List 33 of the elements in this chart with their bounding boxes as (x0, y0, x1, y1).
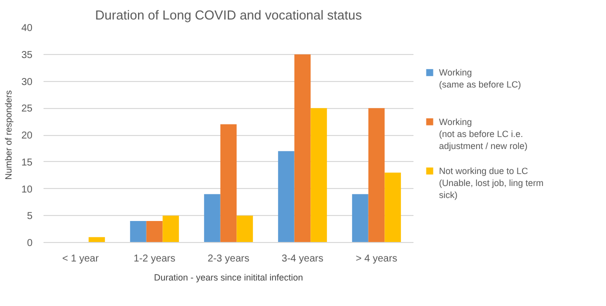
x-axis-title: Duration - years since initital infection (154, 272, 304, 282)
bar (278, 151, 294, 242)
y-axis-title: Number of responders (3, 90, 14, 180)
legend-label: Not working due to LC (Unable, lost job, ling term sick) (439, 166, 544, 200)
bar (162, 216, 179, 242)
x-tick-label: 2-3 years (208, 254, 250, 264)
bar (352, 194, 368, 242)
x-tick-label: < 1 year (62, 254, 100, 264)
y-tick-label: 10 (21, 184, 33, 196)
bar (236, 216, 253, 242)
y-tick-label: 20 (21, 130, 33, 142)
bar (368, 108, 385, 242)
x-tick-label: > 4 years (356, 254, 398, 264)
bar (88, 237, 105, 242)
y-tick-label: 30 (21, 76, 33, 88)
chart-title: Duration of Long COVID and vocational status (95, 8, 362, 22)
bar (130, 221, 146, 242)
legend-label: Working (not as before LC i.e. adjustment / new role) (439, 116, 528, 151)
y-tick-label: 0 (26, 238, 33, 249)
x-tick-label: 1-2 years (134, 254, 176, 264)
y-tick-label: 15 (21, 157, 33, 168)
bar (310, 108, 327, 242)
y-tick-label: 5 (26, 211, 33, 222)
y-tick-label: 35 (21, 50, 33, 61)
bar (146, 221, 163, 242)
bar (204, 194, 220, 242)
bar (220, 124, 237, 242)
y-tick-label: 25 (21, 104, 33, 115)
bar (384, 172, 401, 242)
bar (294, 54, 311, 242)
legend-label: Working (same as before LC) (439, 68, 522, 90)
x-tick-label: 3-4 years (282, 254, 324, 264)
y-tick-label: 40 (21, 23, 33, 34)
